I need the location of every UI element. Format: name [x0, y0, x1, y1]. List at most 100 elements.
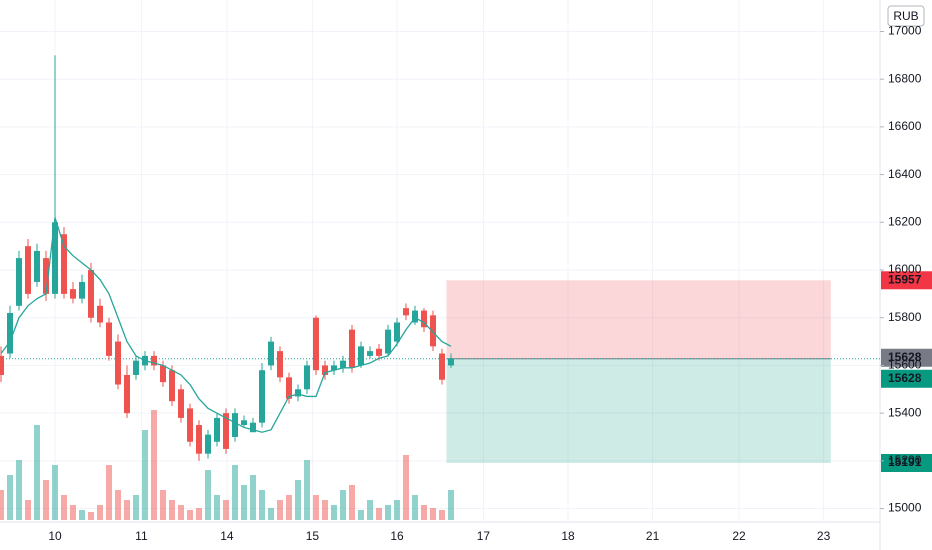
candle-body: [349, 329, 355, 368]
volume-bar: [79, 510, 85, 520]
volume-bar: [421, 505, 427, 520]
volume-bar: [367, 500, 373, 520]
volume-bar: [331, 505, 337, 520]
candle-body: [259, 370, 265, 423]
candle-body: [322, 365, 328, 375]
candle-body: [241, 420, 247, 426]
stop-label-box: [881, 271, 932, 290]
candle-body: [430, 315, 436, 347]
candle-body: [52, 222, 58, 294]
volume-bar: [295, 480, 301, 520]
volume-bar: [133, 495, 139, 520]
candle-body: [0, 355, 4, 375]
x-tick-label: 17: [477, 529, 491, 543]
entry-label-box: [881, 369, 932, 388]
volume-bar: [178, 505, 184, 520]
volume-bar: [241, 485, 247, 520]
stop-zone: [446, 280, 831, 359]
candle-body: [88, 270, 94, 318]
x-tick-label: 18: [561, 529, 575, 543]
target-label: 15191: [888, 455, 922, 469]
volume-bar: [7, 475, 13, 520]
volume-bar: [349, 485, 355, 520]
candle-body: [331, 365, 337, 371]
volume-bar: [313, 495, 319, 520]
candle-body: [169, 370, 175, 402]
y-tick-label: 15800: [888, 310, 922, 324]
y-tick-label: 15200: [888, 453, 922, 467]
volume-bar: [394, 500, 400, 520]
volume-bar: [115, 490, 121, 520]
volume-bar: [97, 505, 103, 520]
candle-body: [250, 422, 256, 433]
candle-body: [16, 258, 22, 306]
candle-body: [286, 377, 292, 399]
volume-bar: [376, 508, 382, 520]
y-tick-label: 15400: [888, 405, 922, 419]
volume-bar: [61, 495, 67, 520]
entry-label: 15628: [888, 371, 922, 385]
candle-body: [367, 351, 373, 356]
candle-body: [25, 246, 31, 294]
currency-box[interactable]: [887, 5, 925, 27]
last-price-label-box: [881, 348, 932, 367]
volume-bar: [187, 510, 193, 520]
candle-body: [178, 389, 184, 418]
candle-body: [232, 413, 238, 437]
y-tick-label: 16800: [888, 71, 922, 85]
target-zone: [446, 358, 831, 463]
candle-body: [61, 234, 67, 294]
y-tick-label: 16000: [888, 262, 922, 276]
candle-body: [304, 365, 310, 390]
candle-body: [106, 322, 112, 356]
volume-bar: [439, 510, 445, 520]
candle-body: [151, 355, 157, 366]
volume-bar: [151, 410, 157, 520]
candle-body: [412, 310, 418, 323]
volume-bar: [268, 508, 274, 520]
volume-bar: [250, 475, 256, 520]
volume-bar: [214, 495, 220, 520]
y-tick-label: 16200: [888, 214, 922, 228]
label-layer: 15957 15628 15628 15191: [881, 271, 932, 472]
x-tick-label: 14: [220, 529, 234, 543]
candle-body: [7, 312, 13, 354]
y-tick-label: 15600: [888, 358, 922, 372]
candle-body: [403, 308, 409, 316]
volume-bar: [205, 470, 211, 520]
volume-bar: [25, 500, 31, 520]
candle-body: [385, 329, 391, 354]
candle-body: [358, 346, 364, 366]
volume-bar: [196, 508, 202, 520]
volume-bar: [34, 425, 40, 520]
volume-bar: [358, 510, 364, 520]
candle-body: [97, 305, 103, 323]
x-tick-label: 10: [48, 529, 62, 543]
volume-bar: [340, 490, 346, 520]
candle-body: [124, 374, 130, 414]
volume-bar: [232, 465, 238, 520]
y-tick-label: 15000: [888, 501, 922, 515]
candle-body: [376, 348, 382, 356]
currency-label: RUB: [893, 9, 918, 23]
x-tick-label: 21: [646, 529, 660, 543]
y-tick-label: 17000: [888, 24, 922, 38]
volume-bar: [385, 505, 391, 520]
candle-body: [439, 353, 445, 380]
candle-body: [214, 417, 220, 442]
candle-body: [268, 341, 274, 366]
volume-bar: [448, 490, 454, 520]
candle-body: [205, 434, 211, 454]
volume-bar: [0, 490, 4, 520]
stop-label: 15957: [888, 272, 922, 286]
volume-bar: [16, 460, 22, 520]
volume-bar: [223, 500, 229, 520]
volume-bar: [124, 500, 130, 520]
candle-body: [448, 358, 454, 366]
candle-body: [295, 389, 301, 397]
candle-body: [394, 322, 400, 342]
volume-bar: [277, 500, 283, 520]
candle-body: [196, 425, 202, 454]
